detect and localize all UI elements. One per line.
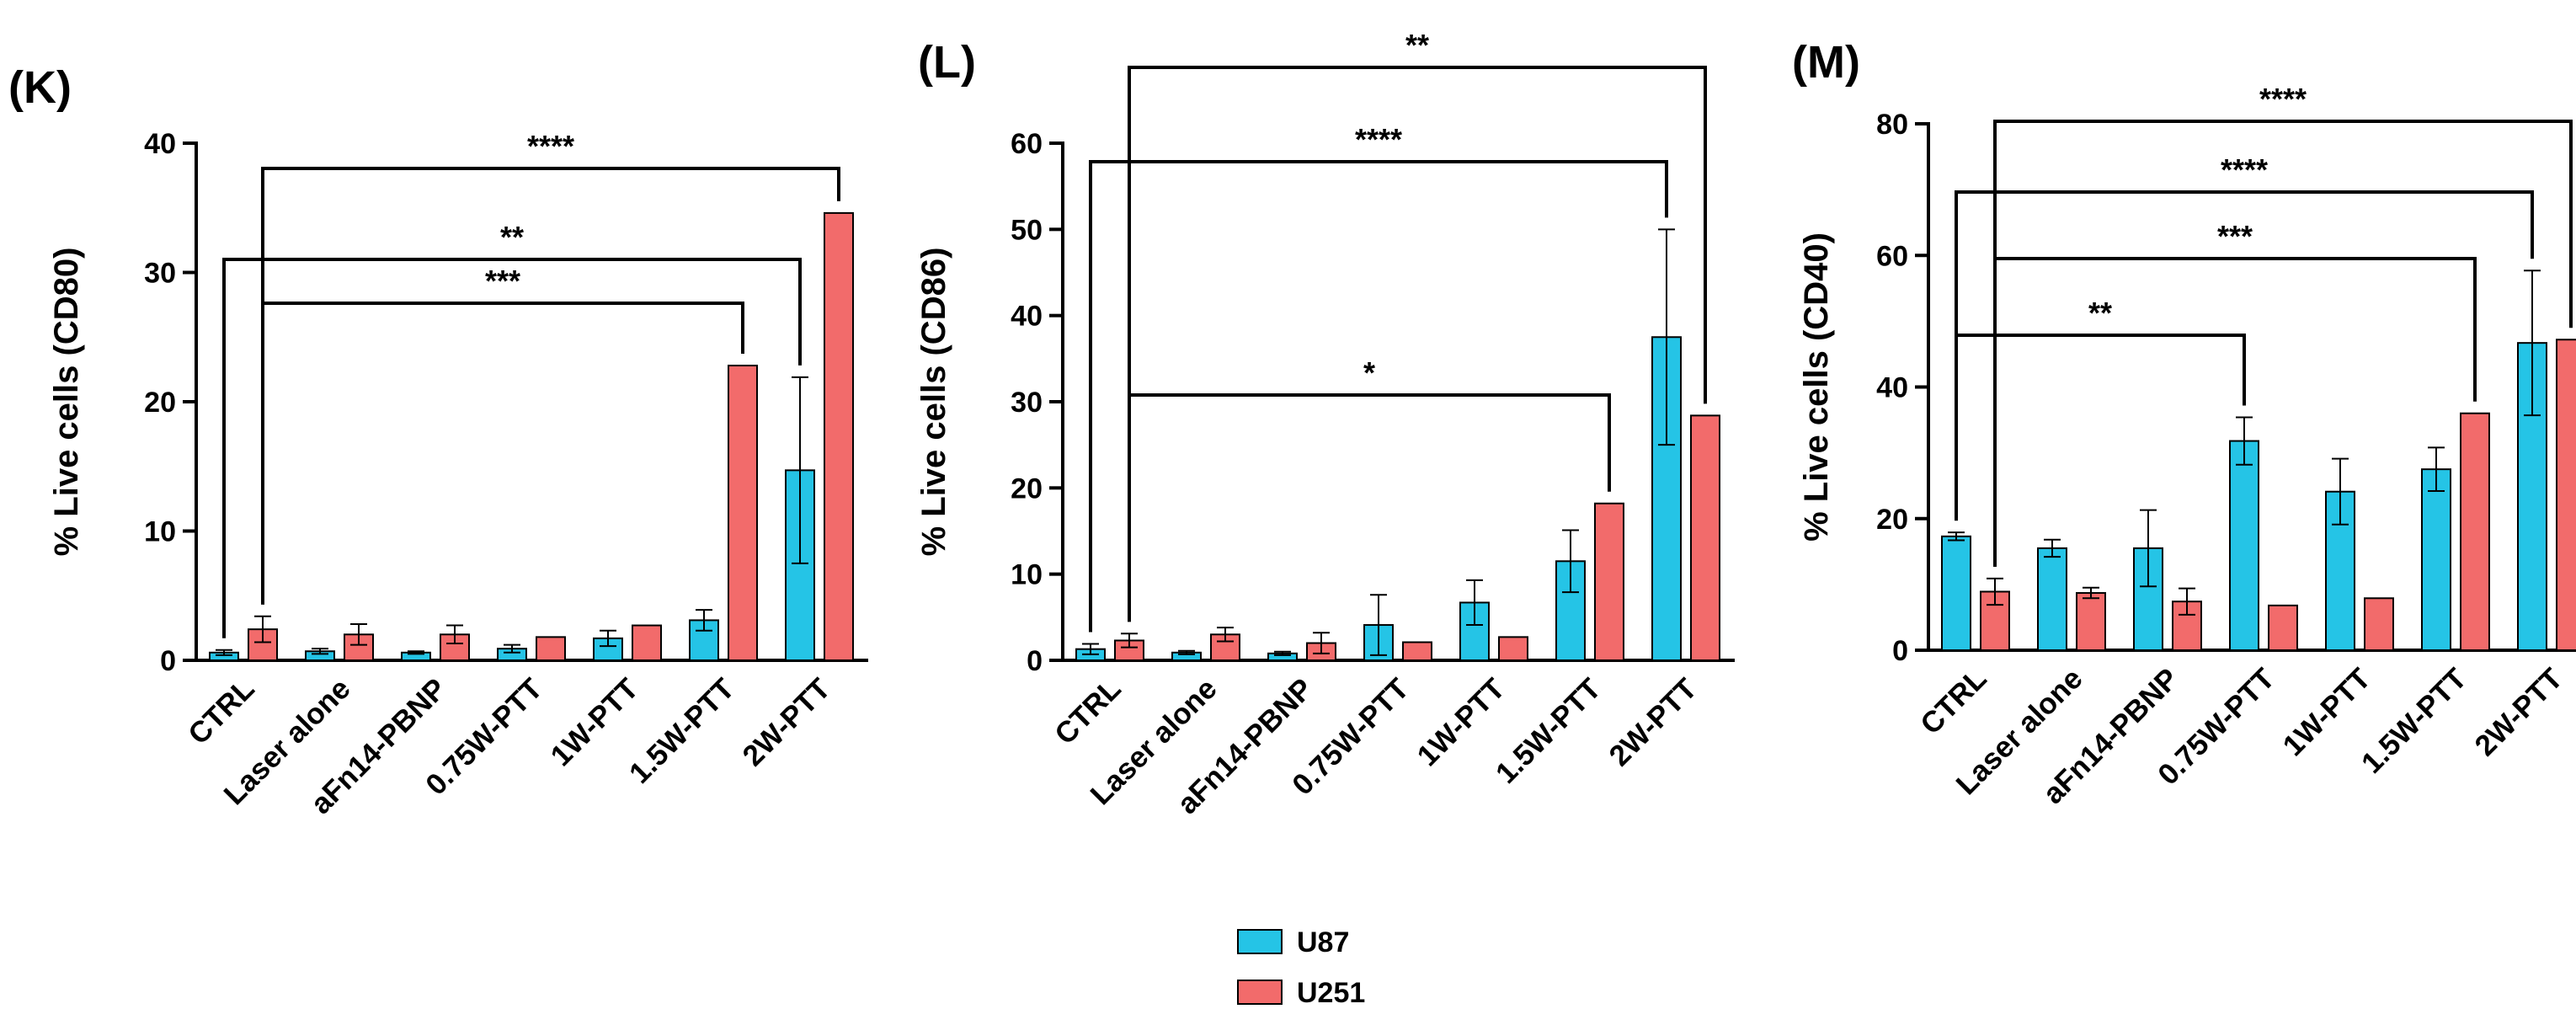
significance-label: *	[1363, 355, 1375, 390]
y-tick-label: 40	[1876, 372, 1908, 404]
significance-label: ****	[2221, 152, 2268, 187]
significance-bracket	[1955, 334, 2246, 521]
chart-panel-m: (M)% Live cells (CD40)020406080CTRLLaser…	[1792, 37, 2576, 810]
x-tick-label: 2W-PTT	[1603, 672, 1703, 772]
bar-u251-4	[1402, 641, 1432, 662]
legend: U87 U251	[1237, 926, 1365, 1009]
panel-letter: (K)	[8, 62, 72, 113]
bar-u251-7	[1690, 414, 1720, 661]
y-axis-label: % Live cells (CD40)	[1798, 232, 1835, 542]
x-tick-label: 1.5W-PTT	[1490, 672, 1608, 790]
y-tick-label: 60	[1876, 240, 1908, 272]
chart-panel-k: (K)% Live cells (CD80)010203040CTRLLaser…	[8, 62, 868, 820]
significance-label: **	[500, 220, 524, 254]
significance-bracket	[1128, 66, 1707, 622]
y-tick-label: 50	[1011, 214, 1043, 246]
y-tick-label: 30	[1011, 387, 1043, 419]
y-tick-label: 0	[160, 645, 176, 677]
significance-bracket	[222, 258, 802, 638]
significance-label: ***	[2217, 219, 2253, 254]
significance-label: ****	[1355, 122, 1402, 157]
y-tick-label: 10	[144, 516, 176, 548]
bar-u251-2	[2076, 592, 2106, 651]
bar-u87-1	[1941, 535, 1971, 651]
bar-u251-4	[536, 636, 566, 661]
x-tick-label: CTRL	[182, 672, 261, 751]
bar-u251-6	[1594, 502, 1624, 662]
bar-u251-4	[2268, 604, 2298, 651]
bar-u251-5	[632, 624, 662, 661]
x-tick-label: CTRL	[1914, 662, 1993, 741]
x-tick-label: 1.5W-PTT	[623, 672, 741, 790]
significance-label: ****	[2259, 82, 2307, 116]
x-tick-label: 2W-PTT	[736, 672, 836, 772]
significance-label: **	[2088, 296, 2112, 330]
bar-u87-2	[2037, 547, 2067, 651]
significance-label: ****	[527, 129, 574, 163]
y-axis-label: % Live cells (CD86)	[915, 248, 952, 557]
y-tick-label: 0	[1027, 645, 1043, 677]
x-tick-label: 1W-PTT	[544, 672, 644, 772]
bar-u251-6	[2460, 412, 2490, 651]
y-tick-label: 60	[1011, 128, 1043, 160]
y-tick-label: 0	[1892, 635, 1908, 667]
y-tick-label: 80	[1876, 109, 1908, 141]
significance-label: ***	[485, 264, 520, 298]
bar-u251-1	[248, 628, 278, 661]
y-tick-label: 40	[144, 128, 176, 160]
y-axis-label: % Live cells (CD80)	[48, 248, 85, 557]
x-tick-label: 1.5W-PTT	[2355, 662, 2473, 780]
significance-bracket	[1089, 160, 1668, 633]
bar-u87-4	[2229, 440, 2259, 651]
y-tick-label: 20	[1876, 504, 1908, 536]
x-tick-label: 2W-PTT	[2468, 662, 2568, 762]
bar-u87-6	[2421, 468, 2451, 651]
panel-letter: (L)	[918, 37, 976, 88]
bar-u251-7	[2556, 339, 2576, 651]
bar-u251-6	[728, 365, 758, 661]
legend-swatch-u251	[1237, 980, 1283, 1005]
chart-panel-l: (L)% Live cells (CD86)0102030405060CTRLL…	[915, 28, 1735, 820]
bar-u251-5	[2364, 597, 2394, 651]
bar-u251-5	[1498, 636, 1528, 661]
y-tick-label: 30	[144, 258, 176, 290]
y-tick-label: 10	[1011, 559, 1043, 591]
legend-swatch-u87	[1237, 929, 1283, 954]
significance-bracket	[1993, 257, 2477, 567]
significance-label: **	[1405, 28, 1429, 62]
legend-label-u87: U87	[1297, 926, 1349, 958]
significance-bracket	[1128, 393, 1611, 622]
bar-u251-7	[824, 211, 854, 661]
x-tick-label: 1W-PTT	[2276, 662, 2376, 762]
legend-label-u251: U251	[1297, 977, 1365, 1009]
significance-bracket	[261, 302, 744, 605]
y-tick-label: 40	[1011, 301, 1043, 333]
x-tick-label: CTRL	[1048, 672, 1128, 751]
y-tick-label: 20	[144, 387, 176, 419]
panel-letter: (M)	[1792, 37, 1860, 88]
x-tick-label: 1W-PTT	[1411, 672, 1511, 772]
y-tick-label: 20	[1011, 472, 1043, 504]
